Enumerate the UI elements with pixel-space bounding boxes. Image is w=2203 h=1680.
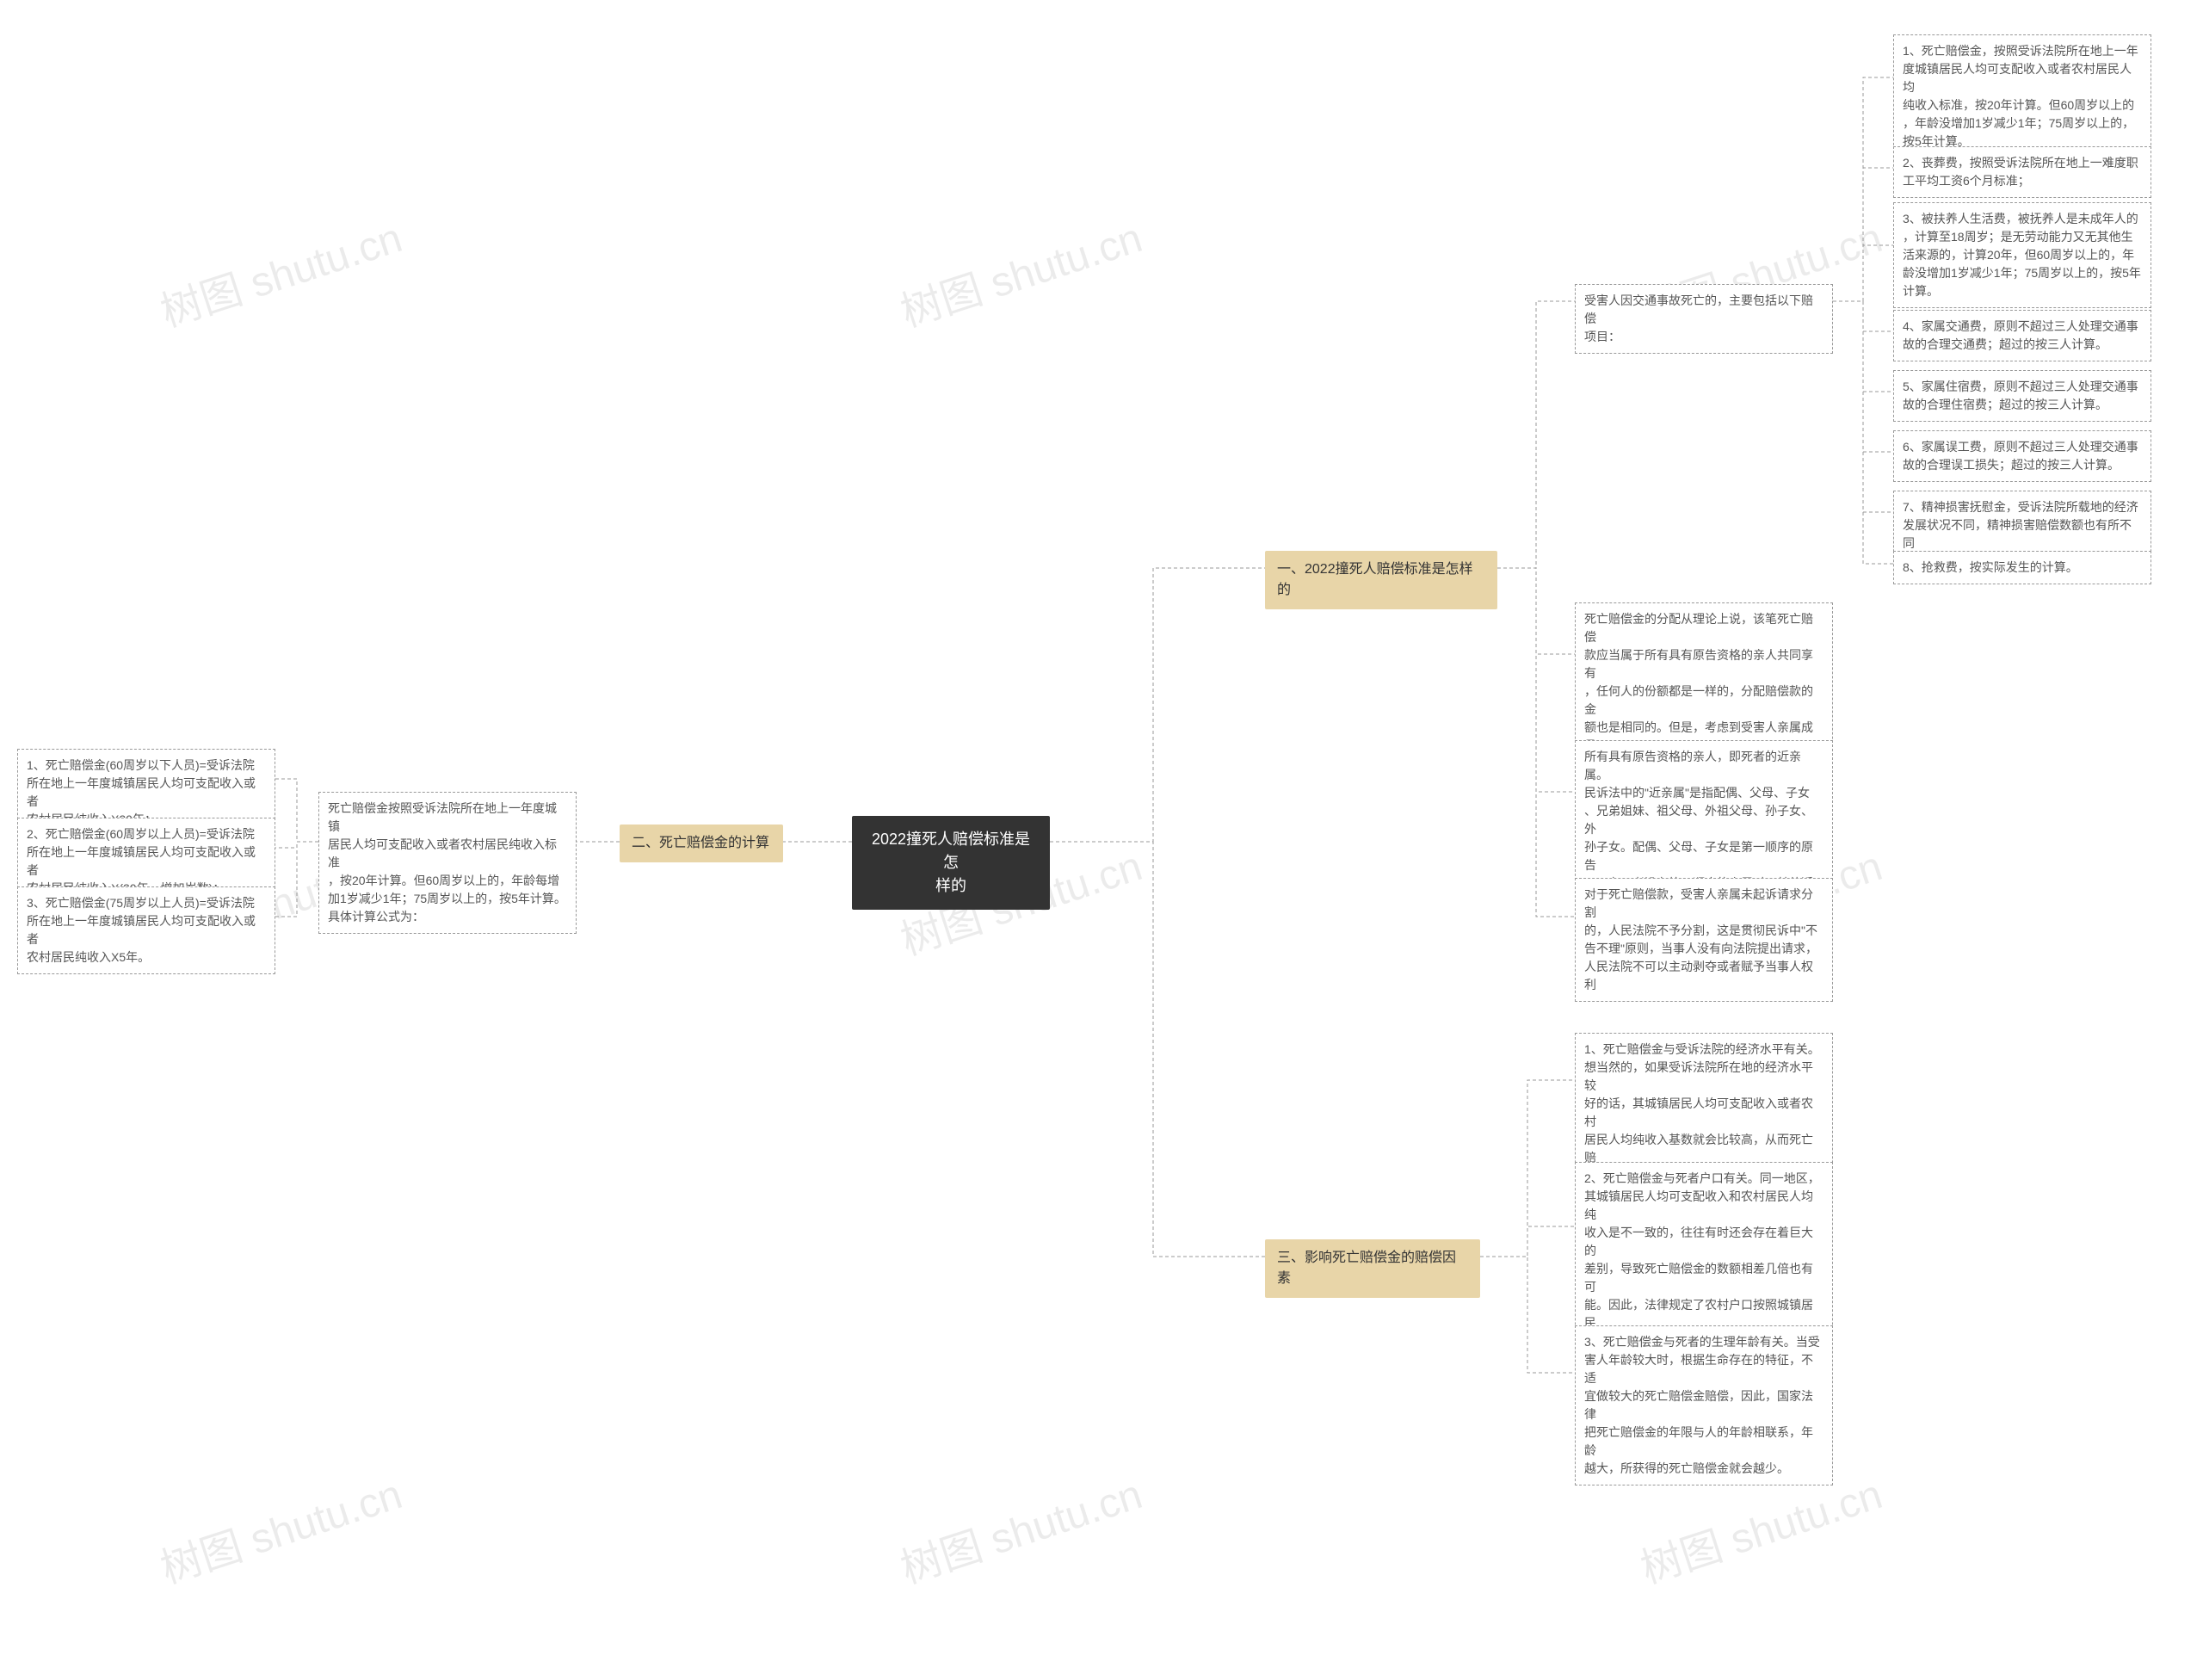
compensation-item-7[interactable]: 7、精神损害抚慰金，受诉法院所载地的经济 发展状况不同，精神损害赔偿数额也有所不… xyxy=(1893,491,2151,560)
branch-3[interactable]: 三、影响死亡赔偿金的赔偿因素 xyxy=(1265,1239,1480,1298)
b2-description[interactable]: 死亡赔偿金按照受诉法院所在地上一年度城镇 居民人均可支配收入或者农村居民纯收入标… xyxy=(318,792,577,934)
watermark: 树图 shutu.cn xyxy=(892,204,1148,338)
branch-1[interactable]: 一、2022撞死人赔偿标准是怎样的 xyxy=(1265,551,1497,609)
compensation-item-8[interactable]: 8、抢救费，按实际发生的计算。 xyxy=(1893,551,2151,584)
compensation-item-6[interactable]: 6、家属误工费，原则不超过三人处理交通事 故的合理误工损失；超过的按三人计算。 xyxy=(1893,430,2151,482)
b2-formula-3[interactable]: 3、死亡赔偿金(75周岁以上人员)=受诉法院 所在地上一年度城镇居民人均可支配收… xyxy=(17,886,275,974)
compensation-item-2[interactable]: 2、丧葬费，按照受诉法院所在地上一难度职 工平均工资6个月标准； xyxy=(1893,146,2151,198)
b3-factor-3[interactable]: 3、死亡赔偿金与死者的生理年龄有关。当受 害人年龄较大时，根据生命存在的特征，不… xyxy=(1575,1325,1833,1485)
compensation-item-1[interactable]: 1、死亡赔偿金，按照受诉法院所在地上一年 度城镇居民人均可支配收入或者农村居民人… xyxy=(1893,34,2151,158)
b1-paragraph-4[interactable]: 对于死亡赔偿款，受害人亲属未起诉请求分割 的，人民法院不予分割，这是贯彻民诉中"… xyxy=(1575,878,1833,1002)
watermark: 树图 shutu.cn xyxy=(892,1461,1148,1595)
compensation-item-5[interactable]: 5、家属住宿费，原则不超过三人处理交通事 故的合理住宿费；超过的按三人计算。 xyxy=(1893,370,2151,422)
branch-2[interactable]: 二、死亡赔偿金的计算 xyxy=(620,825,783,862)
compensation-item-4[interactable]: 4、家属交通费，原则不超过三人处理交通事 故的合理交通费；超过的按三人计算。 xyxy=(1893,310,2151,361)
watermark: 树图 shutu.cn xyxy=(151,204,408,338)
b1-sub-heading[interactable]: 受害人因交通事故死亡的，主要包括以下赔偿 项目： xyxy=(1575,284,1833,354)
mindmap-root[interactable]: 2022撞死人赔偿标准是怎 样的 xyxy=(852,816,1050,910)
watermark: 树图 shutu.cn xyxy=(151,1461,408,1595)
compensation-item-3[interactable]: 3、被扶养人生活费，被抚养人是未成年人的 ，计算至18周岁；是无劳动能力又无其他… xyxy=(1893,202,2151,308)
